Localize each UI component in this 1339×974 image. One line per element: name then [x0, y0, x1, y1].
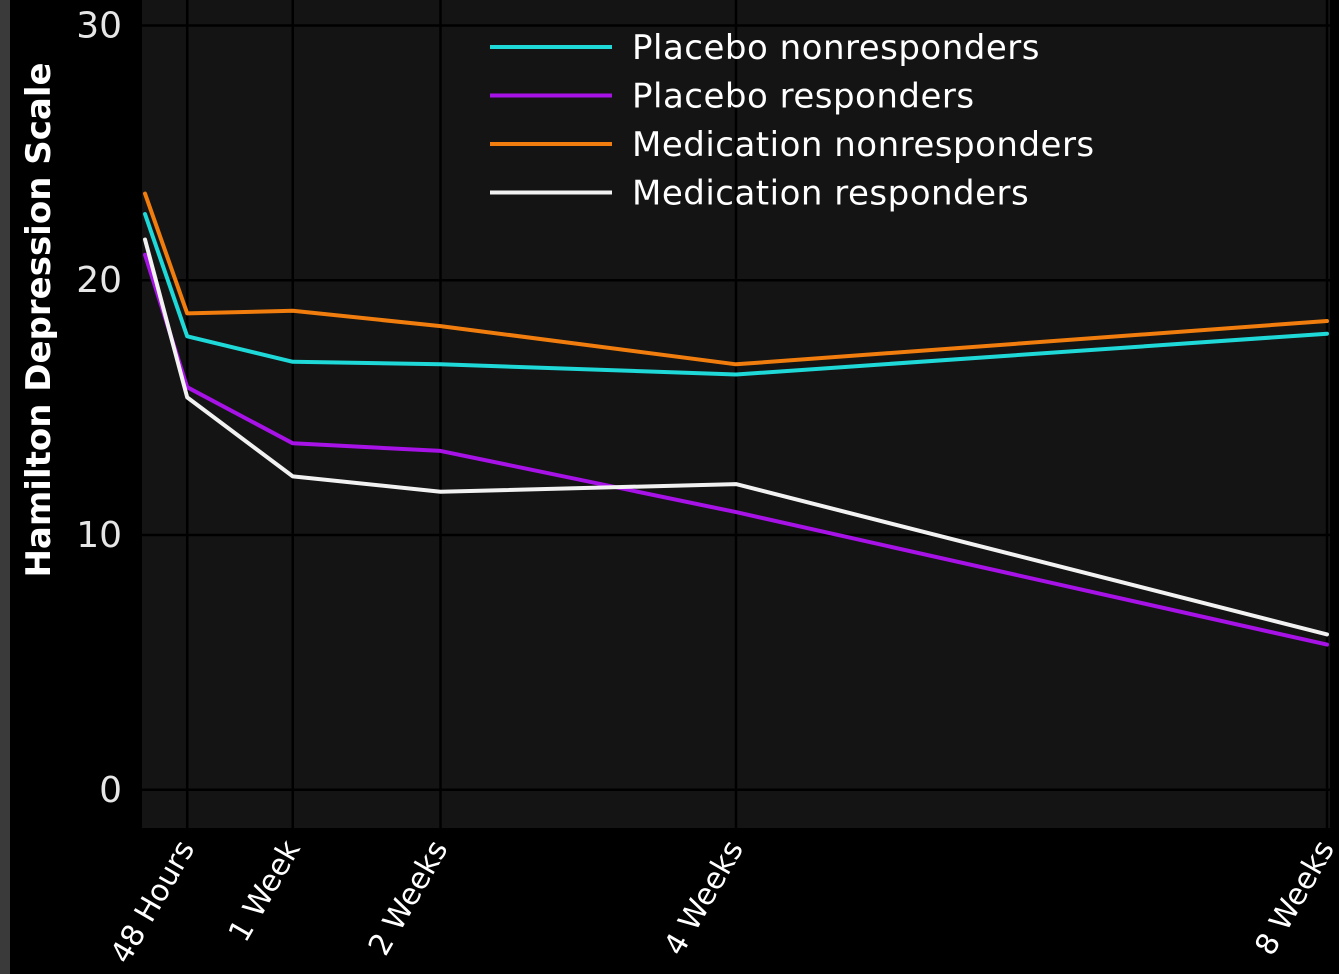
y-tick-label: 30	[76, 5, 122, 46]
legend-label: Medication nonresponders	[632, 125, 1095, 165]
legend-label: Placebo responders	[632, 77, 975, 117]
legend-label: Medication responders	[632, 174, 1029, 214]
series-line	[143, 191, 1329, 367]
series-lines	[143, 191, 1329, 647]
series-line	[143, 237, 1329, 637]
left-edge-strip	[0, 0, 10, 974]
series-line	[143, 212, 1329, 377]
y-tick-label: 20	[76, 260, 122, 301]
grid-lines	[142, 0, 1330, 828]
legend: Placebo nonresponders Placebo responders M…	[490, 28, 1095, 214]
y-tick-label: 0	[99, 770, 122, 811]
legend-label: Placebo nonresponders	[632, 28, 1040, 68]
y-tick-label: 10	[76, 515, 122, 556]
y-axis-title: Hamilton Depression Scale	[19, 62, 59, 577]
y-axis-ticks: 0 10 20 30	[76, 5, 122, 810]
